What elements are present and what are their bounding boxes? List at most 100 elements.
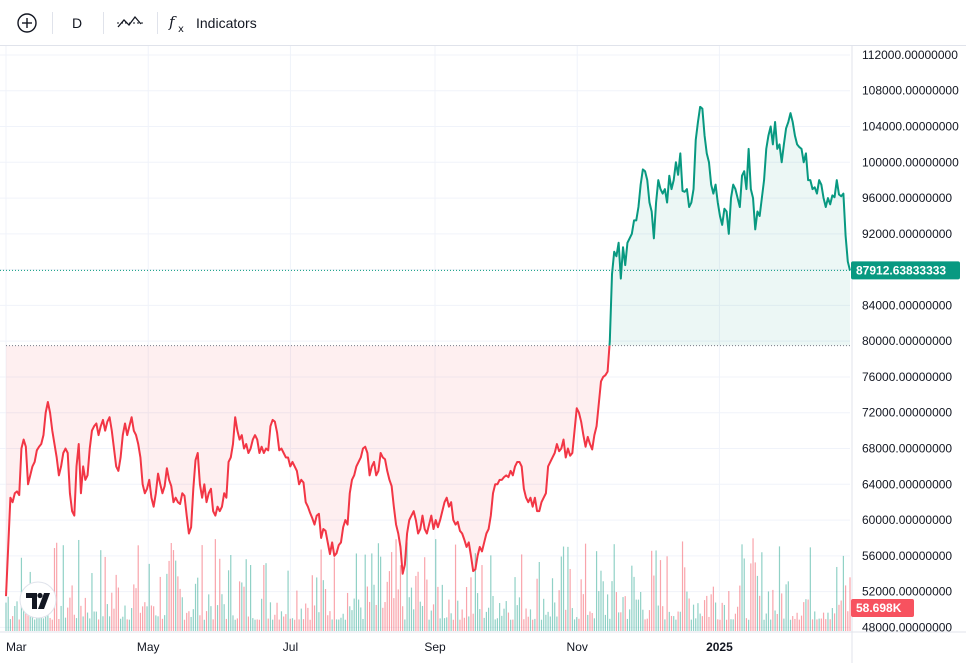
volume-bar: [789, 619, 792, 631]
add-symbol-button[interactable]: [12, 8, 42, 38]
volume-bar: [340, 617, 342, 631]
volume-bar: [133, 584, 135, 631]
volume-bar: [333, 557, 335, 631]
volume-bar: [538, 562, 540, 631]
volume-bar: [102, 616, 104, 631]
volume-bar: [256, 619, 258, 631]
last-price-tag-text: 87912.63833333: [856, 263, 946, 277]
volume-bar: [424, 557, 426, 631]
volume-bar: [620, 612, 622, 631]
volume-bar: [465, 587, 468, 631]
volume-bar: [335, 619, 338, 631]
volume-bar: [587, 614, 589, 631]
volume-bar: [840, 600, 842, 631]
volume-bar: [446, 617, 448, 631]
volume-bar: [593, 618, 595, 631]
volume-bar: [27, 614, 29, 631]
volume-bar: [756, 575, 759, 631]
volume-bar: [651, 550, 653, 631]
volume-bar: [258, 619, 261, 631]
volume-bar: [772, 589, 774, 631]
volume-bar: [122, 616, 124, 631]
volume-bar: [250, 565, 252, 631]
price-tick-label: 104000.00000000: [862, 120, 959, 134]
volume-bar: [615, 592, 618, 631]
price-chart[interactable]: 112000.00000000 108000.00000000 104000.000…: [0, 46, 966, 663]
volume-bar: [692, 604, 695, 631]
volume-bar: [629, 609, 631, 631]
volume-bar: [69, 597, 71, 631]
volume-bar: [481, 565, 483, 631]
volume-bar: [97, 619, 100, 631]
price-line-below: [5, 345, 611, 597]
volume-bar: [443, 618, 446, 631]
volume-bar: [38, 616, 40, 631]
volume-bar: [324, 588, 327, 631]
grid: [0, 46, 850, 631]
volume-bar: [551, 578, 554, 631]
volume-bar: [360, 607, 362, 631]
volume-bar: [113, 608, 115, 631]
volume-bar: [778, 546, 781, 631]
volume-bar: [540, 619, 543, 631]
volume-bar: [413, 609, 415, 631]
area-fill-below: [6, 345, 850, 597]
volume-bar: [558, 590, 560, 631]
volume-bar: [252, 618, 254, 631]
volume-bar: [12, 616, 14, 631]
volume-bar: [166, 573, 168, 631]
volume-bar: [565, 609, 567, 631]
volume-bar: [499, 603, 501, 631]
tradingview-logo[interactable]: [19, 581, 57, 619]
volume-bar: [247, 616, 250, 631]
volume-bar: [380, 556, 382, 631]
volume-bar: [232, 615, 234, 631]
volume-bar: [461, 609, 463, 631]
indicators-button[interactable]: f x Indicators: [166, 8, 276, 38]
volume-bar: [219, 558, 221, 631]
volume-bar: [285, 614, 287, 631]
volume-bar: [732, 619, 734, 631]
interval-button[interactable]: D: [62, 8, 92, 38]
volume-bar: [395, 539, 397, 631]
volume-bar: [503, 608, 505, 631]
volume-bar: [388, 571, 391, 631]
volume-bar: [642, 609, 644, 631]
volume-bar: [435, 539, 437, 631]
volume-bar: [296, 590, 298, 631]
volume-bar: [254, 619, 256, 631]
volume-bar: [459, 619, 461, 631]
volume-bar: [844, 585, 847, 631]
volume-bar: [774, 610, 776, 631]
volume-bar: [225, 618, 227, 631]
volume-bar: [677, 611, 679, 631]
volume-bar: [157, 616, 159, 631]
price-axis: 112000.00000000 108000.00000000 104000.000…: [851, 46, 959, 663]
volume-bar: [637, 599, 640, 631]
volume-bar: [51, 619, 53, 631]
volume-bar: [662, 606, 664, 631]
volume-bar: [375, 604, 377, 631]
volume-bar: [377, 543, 380, 631]
volume-bar: [752, 538, 754, 631]
volume-bar: [164, 615, 166, 631]
volume-bar: [320, 549, 322, 631]
volume-bar: [737, 606, 739, 631]
volume-bar: [205, 611, 208, 631]
volume-bar: [525, 608, 527, 631]
volume-bar: [697, 603, 699, 631]
volume-bar: [644, 619, 646, 631]
volume-bar: [494, 619, 496, 631]
volume-bar: [124, 605, 126, 631]
volume-bar: [155, 615, 157, 631]
compare-button[interactable]: [112, 8, 148, 38]
volume-bar: [115, 574, 117, 631]
volume-bar: [646, 618, 648, 631]
volume-bar: [562, 546, 565, 631]
volume-bar: [168, 560, 170, 631]
volume-bar: [386, 581, 388, 631]
volume-bar: [417, 571, 419, 631]
time-tick-label: May: [137, 640, 160, 654]
volume-bar: [338, 619, 340, 631]
volume-bar: [82, 616, 84, 631]
